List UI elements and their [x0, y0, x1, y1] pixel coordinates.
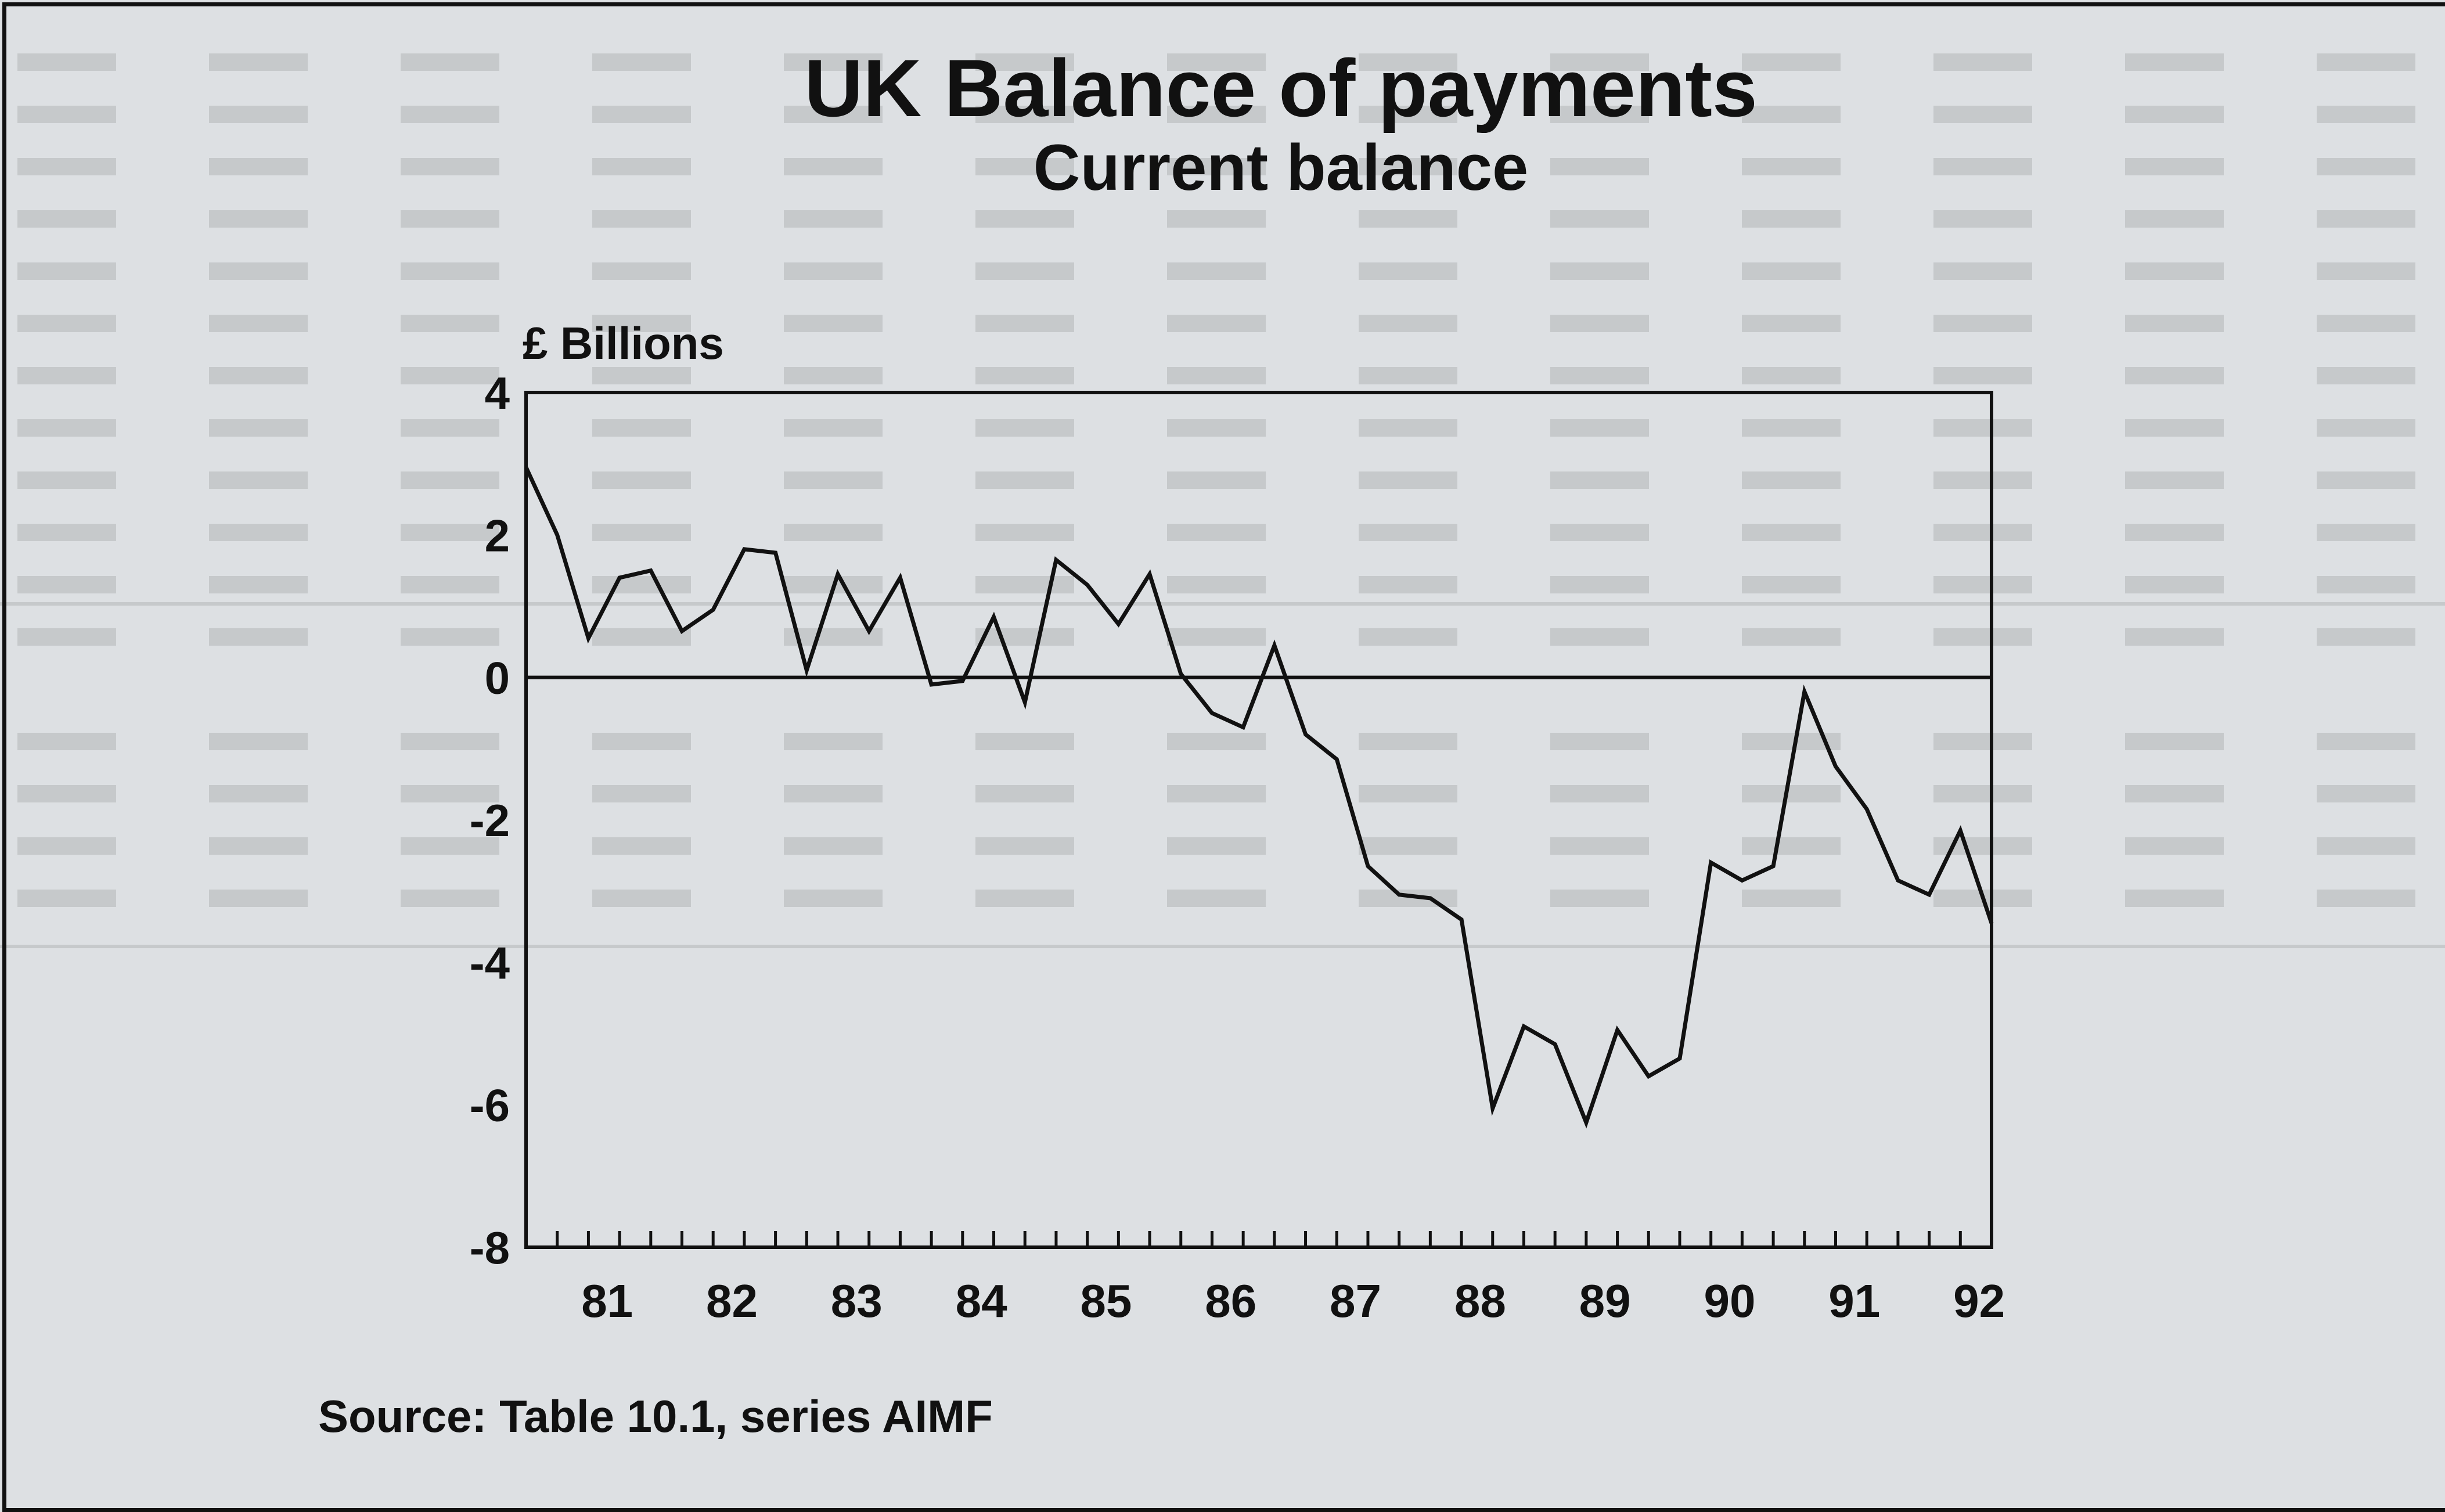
y-tick-label: -4	[470, 937, 510, 988]
y-tick-label: -8	[470, 1222, 510, 1273]
x-tick-label: 89	[1579, 1275, 1631, 1327]
x-tick-label: 81	[581, 1275, 633, 1327]
y-tick-label: -6	[470, 1080, 510, 1131]
chart-title: UK Balance of payments	[804, 42, 1758, 134]
y-tick-label: 2	[485, 510, 510, 561]
current-balance-line	[524, 466, 1994, 1129]
plot-axes	[524, 391, 1993, 1249]
y-tick-label: 0	[485, 653, 510, 704]
y-axis-label: £ Billions	[523, 318, 724, 369]
x-tick-label: 87	[1330, 1275, 1381, 1327]
x-tick-label: 86	[1205, 1275, 1256, 1327]
x-tick-label: 91	[1828, 1275, 1880, 1327]
source-note: Source: Table 10.1, series AIMF	[318, 1391, 993, 1442]
show-through-background	[0, 53, 2445, 948]
x-tick-label: 84	[956, 1275, 1007, 1327]
x-tick-label: 85	[1080, 1275, 1132, 1327]
current-balance-chart: UK Balance of payments Current balance £…	[318, 42, 2005, 1442]
chart-subtitle: Current balance	[1034, 131, 1529, 204]
y-tick-label: -2	[470, 795, 510, 846]
y-tick-label: 4	[485, 368, 510, 419]
y-tick-labels: 4 2 0 -2 -4 -6 -8	[470, 368, 510, 1273]
x-tick-label: 90	[1704, 1275, 1755, 1327]
x-tick-labels: 81 82 83 84 85 86 87 88 89 90 91 92	[581, 1275, 2005, 1327]
x-tick-label: 92	[1953, 1275, 2005, 1327]
x-tick-label: 82	[706, 1275, 758, 1327]
series-current-balance	[524, 466, 1994, 1129]
x-tick-label: 83	[831, 1275, 883, 1327]
plot-area-border	[524, 391, 1993, 1249]
x-tick-label: 88	[1454, 1275, 1506, 1327]
